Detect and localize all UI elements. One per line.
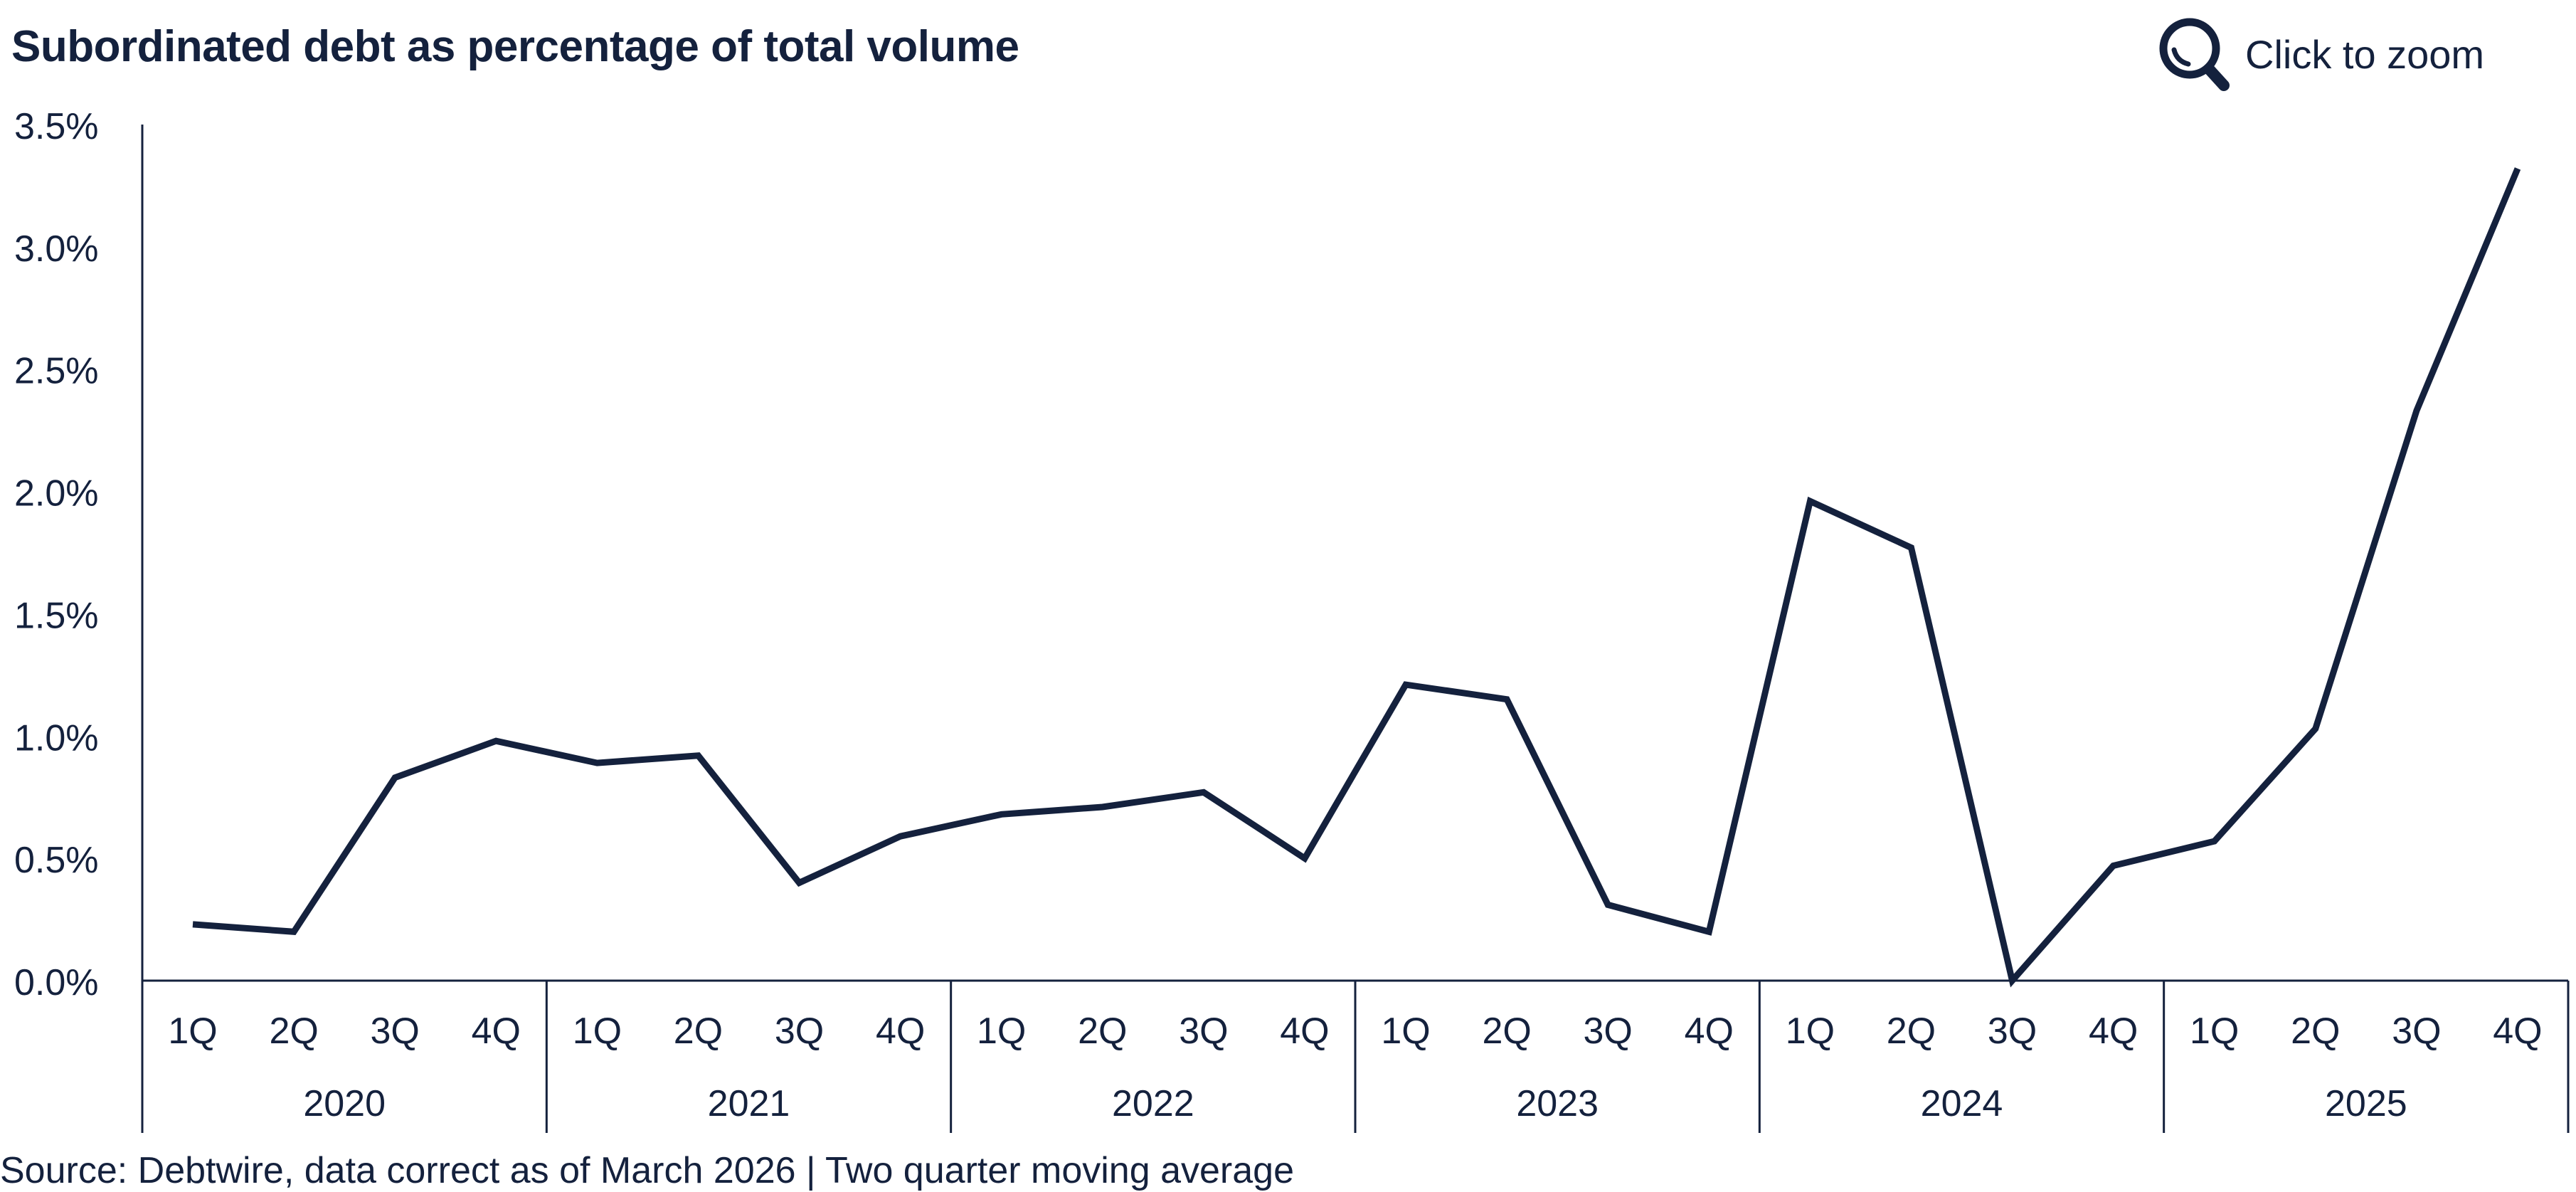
data-point	[1504, 697, 1510, 702]
data-point	[1706, 929, 1712, 934]
x-tick-label-quarter: 1Q	[1786, 1011, 1835, 1052]
x-tick-label-quarter: 4Q	[876, 1011, 925, 1052]
data-point	[392, 775, 398, 781]
x-tick-label-quarter: 4Q	[1280, 1011, 1329, 1052]
y-tick-label: 3.5%	[14, 106, 99, 147]
x-tick-label-quarter: 2Q	[674, 1011, 723, 1052]
y-tick-label: 2.0%	[14, 473, 99, 515]
x-tick-label-year: 2022	[1112, 1083, 1194, 1124]
data-point	[999, 811, 1005, 817]
x-tick-label-quarter: 3Q	[1179, 1011, 1228, 1052]
x-tick-label-quarter: 3Q	[2392, 1011, 2441, 1052]
source-note: Source: Debtwire, data correct as of Mar…	[0, 1150, 1295, 1191]
x-tick-label-quarter: 3Q	[371, 1011, 420, 1052]
data-point	[1403, 682, 1409, 687]
y-tick-label: 0.0%	[14, 962, 99, 1003]
x-tick-label-quarter: 4Q	[1685, 1011, 1734, 1052]
magnifier-icon	[2159, 18, 2230, 91]
x-tick-label-year: 2021	[708, 1083, 790, 1124]
x-tick-label-quarter: 1Q	[2190, 1011, 2239, 1052]
data-point	[695, 753, 701, 759]
x-tick-label-quarter: 4Q	[2089, 1011, 2138, 1052]
x-tick-label-quarter: 2Q	[1482, 1011, 1531, 1052]
x-tick-label-quarter: 1Q	[168, 1011, 217, 1052]
y-tick-label: 2.5%	[14, 351, 99, 392]
y-tick-label: 1.5%	[14, 595, 99, 636]
y-tick-label: 1.0%	[14, 717, 99, 759]
x-tick-label-quarter: 3Q	[775, 1011, 824, 1052]
zoom-button[interactable]: Click to zoom	[2156, 14, 2484, 94]
x-tick-label-quarter: 2Q	[269, 1011, 318, 1052]
x-tick-label-quarter: 3Q	[1988, 1011, 2037, 1052]
data-point	[2212, 838, 2217, 844]
x-tick-label-quarter: 4Q	[472, 1011, 521, 1052]
data-point	[291, 929, 297, 934]
chart-title: Subordinated debt as percentage of total…	[11, 22, 1019, 71]
x-tick-label-year: 2024	[1921, 1083, 2003, 1124]
series-line	[192, 167, 2521, 988]
x-tick-label-quarter: 1Q	[1381, 1011, 1430, 1052]
data-point	[797, 880, 802, 886]
zoom-label: Click to zoom	[2245, 31, 2485, 77]
data-point	[1807, 498, 1813, 504]
data-point	[594, 760, 600, 766]
x-tick-label-quarter: 1Q	[977, 1011, 1026, 1052]
x-tick-label-quarter: 2Q	[1078, 1011, 1127, 1052]
data-point	[2111, 863, 2116, 868]
x-tick-label-quarter: 2Q	[2291, 1011, 2340, 1052]
data-point	[1201, 789, 1207, 795]
x-tick-label-quarter: 4Q	[2493, 1011, 2542, 1052]
data-point	[1908, 545, 1914, 551]
y-tick-label: 0.5%	[14, 840, 99, 881]
data-point	[190, 922, 196, 927]
line-chart: 0.0% 0.5% 1.0% 1.5% 2.0% 2.5% 3.0% 3.5% 1Q 2Q 3Q 4…	[14, 106, 2570, 1133]
x-tick-label-quarter: 3Q	[1584, 1011, 1633, 1052]
data-point	[1605, 902, 1611, 907]
x-tick-label-quarter: 2Q	[1887, 1011, 1936, 1052]
y-axis: 0.0% 0.5% 1.0% 1.5% 2.0% 2.5% 3.0% 3.5%	[14, 106, 144, 1003]
data-point	[1100, 804, 1106, 810]
y-tick-label: 3.0%	[14, 228, 99, 270]
data-point	[898, 833, 903, 839]
x-axis: 1Q 2Q 3Q 4Q 1Q 2Q 3Q 4Q 1Q 2Q 3Q 4Q 1Q 2Q 3Q 4Q 1Q 2Q 3Q 4Q…	[141, 979, 2570, 1133]
data-point	[2515, 166, 2521, 172]
data-point	[2010, 978, 2015, 983]
x-tick-label-year: 2025	[2325, 1083, 2407, 1124]
data-point	[2414, 408, 2419, 413]
x-tick-label-quarter: 1Q	[573, 1011, 622, 1052]
series-layer	[190, 166, 2521, 988]
data-point	[493, 738, 499, 744]
data-point	[2313, 726, 2318, 732]
data-point	[1302, 855, 1308, 861]
x-tick-label-year: 2023	[1516, 1083, 1599, 1124]
x-tick-label-year: 2020	[303, 1083, 386, 1124]
